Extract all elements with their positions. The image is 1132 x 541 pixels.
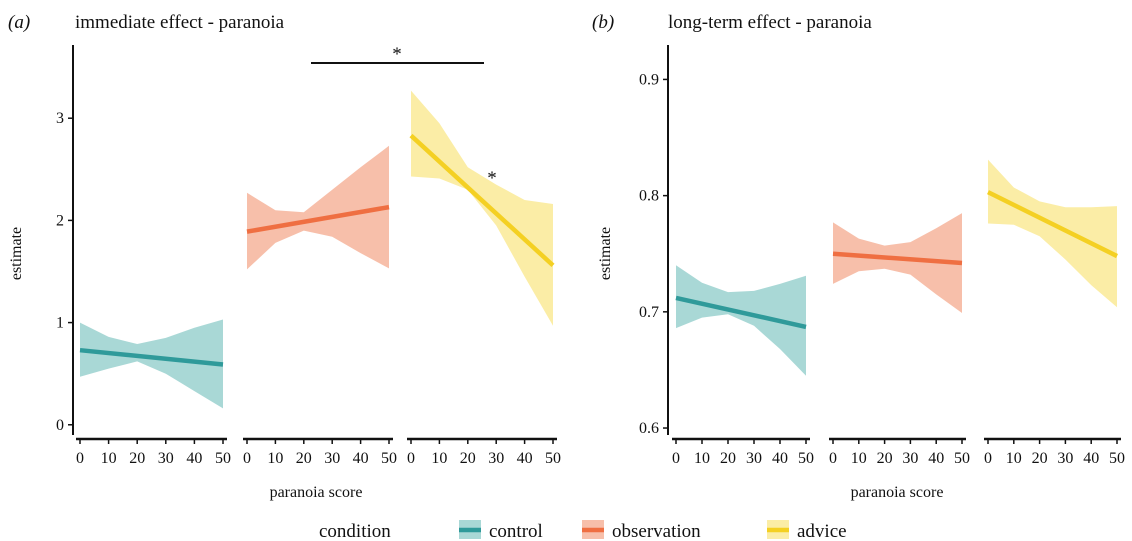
x-tick-label: 0 bbox=[243, 450, 251, 467]
x-tick-label: 50 bbox=[215, 450, 231, 467]
regression-line-control bbox=[79, 347, 224, 367]
x-tick-label: 50 bbox=[1109, 450, 1125, 467]
y-tick-label: 0.8 bbox=[639, 188, 659, 205]
x-tick-label: 10 bbox=[101, 450, 117, 467]
x-tick-label: 30 bbox=[1057, 450, 1073, 467]
regression-line-observation bbox=[832, 251, 963, 266]
x-tick-label: 30 bbox=[488, 450, 504, 467]
x-tick-label: 20 bbox=[460, 450, 476, 467]
x-tick-label: 40 bbox=[928, 450, 944, 467]
x-tick-label: 20 bbox=[877, 450, 893, 467]
x-tick-label: 30 bbox=[324, 450, 340, 467]
legend-label-control: control bbox=[489, 521, 543, 541]
ci-band-control bbox=[80, 319, 223, 409]
x-tick-label: 0 bbox=[829, 450, 837, 467]
x-tick-label: 10 bbox=[851, 450, 867, 467]
legend-label-advice: advice bbox=[797, 521, 847, 541]
panel-title: long-term effect - paranoia bbox=[668, 12, 872, 33]
panel-title: immediate effect - paranoia bbox=[75, 12, 285, 33]
panel-immediate-effect: (a) immediate effect - paranoia 0 1 2 3 estima… bbox=[8, 12, 561, 501]
regression-line-advice bbox=[409, 133, 555, 268]
x-tick-label: 10 bbox=[1006, 450, 1022, 467]
y-tick-label: 2 bbox=[56, 212, 64, 229]
ci-band-observation bbox=[247, 145, 389, 270]
x-tick-label: 30 bbox=[902, 450, 918, 467]
x-tick-label: 10 bbox=[694, 450, 710, 467]
ci-band-advice bbox=[988, 159, 1117, 308]
x-tick-label: 0 bbox=[672, 450, 680, 467]
x-tick-label: 50 bbox=[381, 450, 397, 467]
y-tick-label: 3 bbox=[56, 110, 64, 127]
x-axis-title: paranoia score bbox=[270, 484, 363, 501]
legend-label-observation: observation bbox=[612, 521, 701, 541]
y-tick-label: 0.9 bbox=[639, 71, 659, 88]
x-tick-label: 20 bbox=[296, 450, 312, 467]
y-axis-title: estimate bbox=[8, 227, 25, 280]
x-tick-label: 20 bbox=[129, 450, 145, 467]
regression-line-control bbox=[675, 295, 807, 330]
significance-star: * bbox=[392, 44, 402, 65]
x-tick-label: 30 bbox=[746, 450, 762, 467]
y-tick-label: 1 bbox=[56, 315, 64, 332]
x-tick-label: 50 bbox=[954, 450, 970, 467]
x-axis-title: paranoia score bbox=[851, 484, 944, 501]
y-tick-label: 0 bbox=[56, 417, 64, 434]
x-tick-label: 50 bbox=[545, 450, 561, 467]
legend: condition control observation advice bbox=[319, 520, 847, 541]
panel-label: (b) bbox=[592, 12, 614, 33]
panel-long-term-effect: (b) long-term effect - paranoia 0.6 0.7 0.8 0… bbox=[592, 12, 1125, 501]
x-tick-label: 0 bbox=[984, 450, 992, 467]
x-tick-label: 40 bbox=[186, 450, 202, 467]
y-tick-label: 0.6 bbox=[639, 420, 659, 437]
panel-label: (a) bbox=[8, 12, 30, 33]
x-tick-label: 40 bbox=[353, 450, 369, 467]
legend-title: condition bbox=[319, 521, 391, 541]
x-tick-label: 40 bbox=[1083, 450, 1099, 467]
x-tick-label: 10 bbox=[431, 450, 447, 467]
x-tick-label: 40 bbox=[772, 450, 788, 467]
x-tick-label: 20 bbox=[1032, 450, 1048, 467]
regression-line-observation bbox=[246, 204, 390, 234]
x-tick-label: 0 bbox=[407, 450, 415, 467]
regression-line-advice bbox=[987, 190, 1118, 259]
y-tick-label: 0.7 bbox=[639, 304, 659, 321]
ci-band-observation bbox=[833, 213, 962, 313]
x-tick-label: 50 bbox=[798, 450, 814, 467]
x-tick-label: 10 bbox=[267, 450, 283, 467]
y-axis-title: estimate bbox=[597, 227, 614, 280]
x-tick-label: 30 bbox=[158, 450, 174, 467]
x-tick-label: 20 bbox=[720, 450, 736, 467]
ci-band-advice bbox=[411, 90, 553, 326]
x-tick-label: 40 bbox=[517, 450, 533, 467]
significance-star: * bbox=[487, 168, 497, 189]
x-tick-label: 0 bbox=[76, 450, 84, 467]
ci-band-control bbox=[676, 265, 806, 376]
